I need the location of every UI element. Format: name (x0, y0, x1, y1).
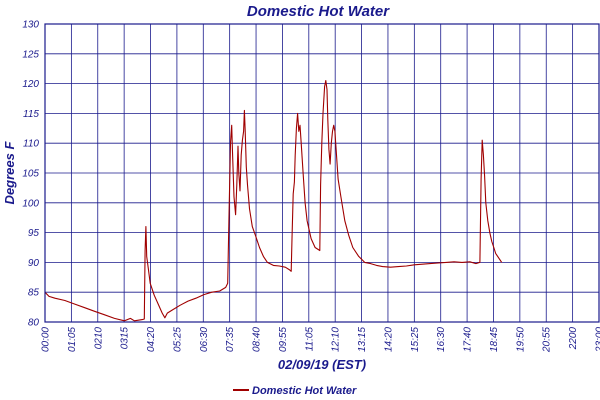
y-tick-label: 105 (22, 169, 39, 180)
y-axis-label: Degrees F (2, 141, 17, 205)
y-tick-label: 80 (28, 318, 40, 329)
legend: Domestic Hot Water (233, 385, 357, 397)
x-tick-label: 07:35 (225, 327, 236, 352)
x-tick-label: 04:20 (146, 327, 157, 352)
chart-title: Domestic Hot Water (247, 3, 390, 20)
x-tick-label: 12:10 (331, 327, 342, 352)
x-tick-label: 0315 (120, 327, 131, 350)
series-layer (44, 80, 503, 322)
x-tick-label: 20:55 (542, 327, 553, 353)
x-tick-label: 15:25 (410, 327, 421, 352)
x-tick-label: 2200 (568, 327, 579, 351)
x-tick-label: 09:55 (278, 327, 289, 352)
x-tick-label: 08:40 (252, 327, 263, 352)
x-tick-label: 01:05 (67, 327, 78, 352)
x-tick-label: 11:05 (304, 327, 315, 352)
y-ticks: 80 85 90 95 100 105 110 115 120 125 130 (22, 20, 39, 329)
x-tick-label: 17:40 (463, 327, 474, 352)
y-tick-label: 115 (23, 109, 39, 120)
x-tick-label: 18:45 (489, 327, 500, 352)
y-tick-label: 130 (22, 20, 39, 31)
y-tick-label: 125 (22, 49, 39, 60)
legend-label: Domestic Hot Water (252, 385, 357, 397)
y-tick-label: 90 (28, 258, 40, 269)
x-tick-label: 19:50 (515, 327, 526, 352)
x-tick-label: 00:00 (41, 327, 52, 352)
x-tick-label: 0210 (93, 327, 104, 350)
x-tick-label: 23:00 (595, 327, 600, 353)
plot-frame (44, 23, 600, 323)
y-tick-label: 100 (22, 198, 39, 209)
y-tick-label: 95 (28, 228, 40, 239)
x-tick-label: 05:25 (172, 327, 183, 352)
x-ticks: 00:00 01:05 0210 0315 04:20 05:25 06:30 07:35 08… (41, 327, 600, 353)
y-tick-label: 110 (23, 139, 39, 150)
x-tick-label: 16:30 (436, 327, 447, 352)
y-tick-label: 120 (22, 79, 39, 90)
grid (44, 23, 600, 323)
x-tick-label: 13:15 (357, 327, 368, 352)
y-tick-label: 85 (28, 288, 40, 299)
x-tick-label: 06:30 (199, 327, 210, 352)
series-line-domestic-hot-water (44, 80, 503, 322)
x-tick-label: 14:20 (383, 327, 394, 352)
x-axis-label: 02/09/19 (EST) (278, 357, 366, 372)
